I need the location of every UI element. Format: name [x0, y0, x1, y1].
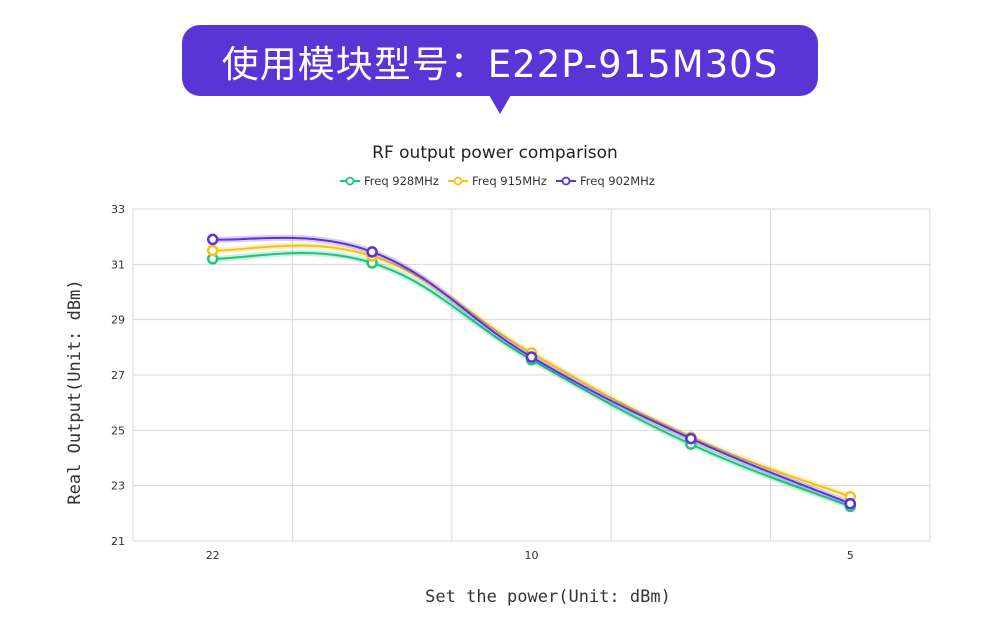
banner-pointer: [489, 95, 511, 114]
y-tick-label: 23: [111, 480, 125, 493]
data-point: [206, 244, 219, 257]
y-tick-label: 33: [111, 203, 125, 216]
model-banner: 使用模块型号：E22P-915M30S: [182, 25, 818, 96]
series-line: [212, 244, 851, 498]
y-tick-label: 25: [111, 424, 125, 437]
legend-marker: [345, 176, 355, 186]
legend-marker: [453, 176, 463, 186]
series-line-glow: [212, 234, 852, 507]
y-tick-label: 29: [111, 314, 125, 327]
x-tick-label: 5: [847, 549, 854, 562]
data-point: [206, 233, 219, 246]
y-tick-label: 31: [111, 258, 125, 271]
grid: [132, 208, 931, 542]
y-tick-label: 27: [111, 369, 125, 382]
data-point: [525, 351, 538, 363]
ticks: 21 23 25 27 29 31 33 22 10 5: [111, 203, 854, 562]
series-line-glow: [212, 242, 852, 500]
y-tick-label: 21: [111, 535, 125, 548]
y-axis-label: Real Output(Unit: dBm): [65, 279, 85, 504]
legend: Freq 928MHz Freq 915MHz Freq 902MHz: [340, 174, 655, 188]
x-tick-label: 22: [206, 549, 220, 562]
legend-label: Freq 915MHz: [472, 174, 547, 188]
x-axis-label: Set the power(Unit: dBm): [425, 587, 671, 607]
data-point: [844, 497, 857, 510]
chart-title: RF output power comparison: [372, 143, 618, 163]
data-point: [366, 246, 378, 258]
legend-marker: [561, 176, 571, 186]
legend-label: Freq 902MHz: [580, 174, 655, 188]
series-group: [206, 233, 857, 513]
x-tick-label: 10: [525, 549, 539, 562]
data-point: [685, 432, 697, 445]
legend-label: Freq 928MHz: [364, 174, 439, 188]
